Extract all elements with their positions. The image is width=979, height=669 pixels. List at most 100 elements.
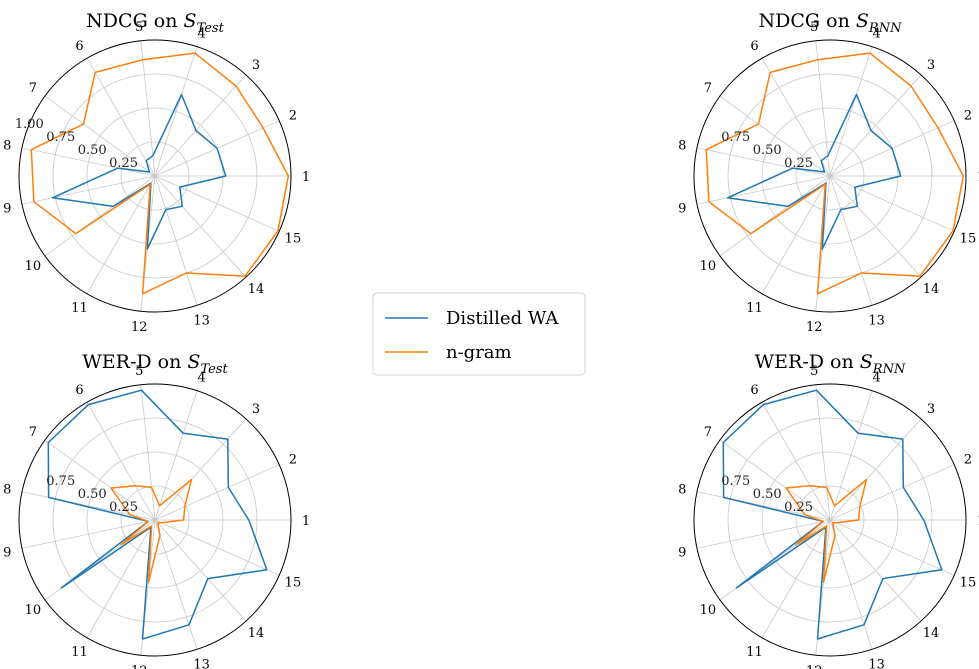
- category-label: 14: [923, 282, 940, 297]
- grid-spoke: [21, 147, 156, 177]
- radial-tick-label: 1.00: [15, 117, 44, 132]
- category-label: 9: [678, 201, 686, 216]
- category-label: 14: [248, 626, 265, 641]
- grid-spoke: [829, 519, 873, 650]
- chart-title-prefix: WER-D on: [755, 351, 860, 373]
- radial-tick-label: 0.25: [109, 500, 138, 515]
- category-label: 1: [302, 170, 310, 185]
- grid-spoke: [154, 390, 198, 521]
- chart-title-math: S: [860, 351, 873, 373]
- category-label: 10: [700, 259, 717, 274]
- grid-spoke: [44, 175, 156, 257]
- grid-spoke: [761, 519, 831, 638]
- radar-panel-wer-rnn: WER-D on SRNN1234567891011121314150.250.…: [678, 351, 979, 669]
- grid-spoke: [815, 40, 831, 177]
- legend-frame: [372, 292, 586, 376]
- radial-tick-label: 0.25: [784, 156, 813, 171]
- legend-label-distilled: Distilled WA: [446, 308, 559, 329]
- grid-spoke: [21, 175, 156, 205]
- grid-spoke: [829, 519, 955, 576]
- grid-spoke: [154, 418, 247, 521]
- grid-spoke: [140, 40, 156, 177]
- category-label: 11: [71, 301, 88, 316]
- category-label: 5: [810, 20, 818, 35]
- category-label: 15: [960, 231, 977, 246]
- grid-spoke: [140, 384, 156, 521]
- category-label: 13: [868, 658, 885, 669]
- category-label: 12: [131, 320, 148, 335]
- chart-title-math: S: [184, 10, 197, 32]
- grid-spoke: [719, 175, 831, 257]
- grid-spoke: [829, 175, 955, 232]
- category-label: 14: [923, 626, 940, 641]
- category-label: 8: [678, 139, 686, 154]
- grid-spoke: [696, 147, 831, 177]
- radial-tick-label: 0.25: [784, 500, 813, 515]
- grid-spoke: [696, 175, 831, 205]
- radial-tick-label: 0.75: [721, 130, 750, 145]
- series-line-ngram: [30, 52, 290, 295]
- series-line-distilled: [722, 389, 943, 640]
- grid-spoke: [696, 519, 831, 549]
- category-label: 9: [3, 545, 11, 560]
- legend: Distilled WA n-gram: [372, 292, 586, 376]
- radial-tick-label: 0.50: [78, 487, 107, 502]
- series-line-ngram: [705, 52, 965, 295]
- category-label: 10: [25, 603, 42, 618]
- series-line-distilled: [726, 93, 902, 250]
- polar-spine: [693, 39, 967, 313]
- category-label: 4: [873, 26, 881, 41]
- grid-spoke: [44, 95, 156, 177]
- radar-panel-wer-test: WER-D on STest1234567891011121314150.250…: [3, 351, 310, 669]
- grid-spoke: [86, 402, 156, 521]
- category-label: 7: [704, 81, 712, 96]
- grid-spoke: [829, 519, 922, 622]
- grid-spoke: [829, 390, 873, 521]
- chart-title-subscript: Test: [197, 21, 225, 36]
- category-label: 4: [198, 26, 206, 41]
- category-label: 13: [193, 314, 210, 329]
- category-label: 2: [289, 109, 297, 124]
- series-line-ngram: [110, 478, 193, 583]
- category-label: 13: [193, 658, 210, 669]
- chart-title-subscript: RNN: [868, 21, 902, 36]
- category-label: 1: [977, 170, 979, 185]
- grid-spoke: [829, 175, 873, 306]
- category-label: 6: [75, 39, 83, 54]
- grid-spoke: [829, 418, 922, 521]
- category-label: 13: [868, 314, 885, 329]
- radial-tick-label: 0.50: [753, 487, 782, 502]
- category-label: 11: [746, 645, 763, 660]
- category-label: 11: [71, 645, 88, 660]
- category-label: 1: [977, 514, 979, 529]
- category-label: 8: [3, 483, 11, 498]
- chart-title-prefix: WER-D on: [82, 351, 187, 373]
- grid-spoke: [154, 519, 280, 576]
- category-label: 6: [750, 383, 758, 398]
- category-label: 8: [3, 139, 11, 154]
- legend-label-ngram: n-gram: [446, 342, 512, 363]
- category-label: 12: [131, 664, 148, 669]
- category-label: 7: [704, 425, 712, 440]
- category-label: 4: [198, 370, 206, 385]
- grid-spoke: [719, 439, 831, 521]
- category-label: 5: [135, 20, 143, 35]
- grid-spoke: [761, 175, 831, 294]
- category-label: 3: [927, 58, 935, 73]
- radial-tick-label: 0.25: [109, 156, 138, 171]
- category-label: 10: [25, 259, 42, 274]
- grid-spoke: [719, 95, 831, 177]
- category-label: 14: [248, 282, 265, 297]
- category-label: 4: [873, 370, 881, 385]
- category-label: 6: [75, 383, 83, 398]
- grid-spoke: [154, 519, 247, 622]
- grid-spoke: [154, 175, 280, 232]
- polar-spine: [18, 383, 292, 657]
- chart-title-prefix: NDCG on: [759, 10, 856, 32]
- category-label: 3: [252, 402, 260, 417]
- chart-title-subscript: RNN: [872, 362, 906, 377]
- category-label: 15: [285, 575, 302, 590]
- radial-tick-label: 0.75: [46, 130, 75, 145]
- chart-title-ndcg-test: NDCG on STest: [86, 10, 224, 36]
